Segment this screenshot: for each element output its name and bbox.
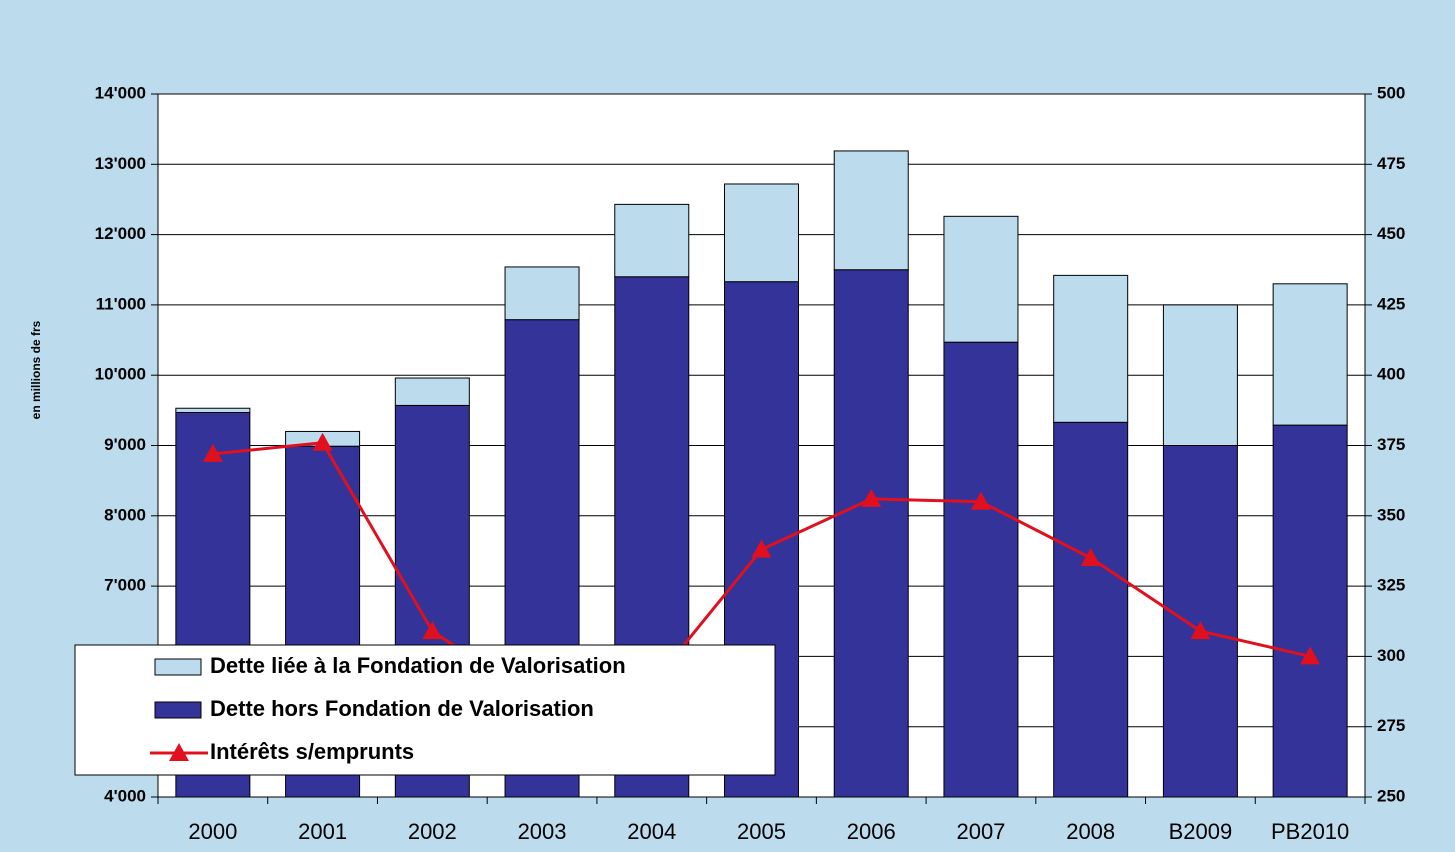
legend-swatch [154, 701, 202, 719]
line-marker [751, 539, 772, 558]
bar-segment [1272, 424, 1348, 798]
legend-swatch [154, 658, 202, 676]
y2-tick-label: 475 [1377, 154, 1405, 173]
x-tick-label: 2007 [956, 819, 1005, 844]
bar-segment [175, 407, 251, 413]
line-marker [1300, 646, 1321, 665]
bar-segment [1053, 421, 1129, 798]
y-tick-label: 10'000 [95, 365, 146, 384]
line-marker [861, 488, 882, 507]
x-tick-label: 2008 [1066, 819, 1115, 844]
x-tick-label: 2004 [627, 819, 676, 844]
legend-label: Intérêts s/emprunts [210, 739, 414, 764]
y-tick-label: 13'000 [95, 154, 146, 173]
y-tick-label: 8'000 [104, 505, 146, 524]
y2-tick-label: 250 [1377, 786, 1405, 805]
plot-frame [157, 93, 1366, 798]
x-tick-label: 2005 [737, 819, 786, 844]
line-marker [202, 443, 223, 462]
bar-segment [394, 377, 470, 406]
bar-segment [1272, 283, 1348, 426]
line-marker [1190, 621, 1211, 640]
legend-label: Dette hors Fondation de Valorisation [210, 696, 594, 721]
bar-segment [833, 150, 909, 271]
y2-tick-label: 425 [1377, 294, 1405, 313]
y2-tick-label: 375 [1377, 435, 1405, 454]
bar-segment [504, 266, 580, 321]
x-tick-label: 2002 [408, 819, 457, 844]
x-tick-label: 2003 [518, 819, 567, 844]
line-marker [422, 621, 443, 640]
y2-tick-label: 500 [1377, 83, 1405, 102]
y2-tick-label: 300 [1377, 646, 1405, 665]
bar-segment [614, 203, 690, 278]
bar-segment [1053, 274, 1129, 423]
y-tick-label: 14'000 [95, 83, 146, 102]
legend-label: Dette liée à la Fondation de Valorisatio… [210, 653, 626, 678]
x-tick-label: PB2010 [1271, 819, 1349, 844]
y-tick-label: 4'000 [104, 786, 146, 805]
x-tick-label: 2000 [188, 819, 237, 844]
legend-swatch [169, 743, 189, 761]
line-marker [970, 491, 991, 510]
line-marker [312, 432, 333, 451]
x-tick-label: 2001 [298, 819, 347, 844]
bar-segment [833, 269, 909, 798]
bar-segment [1162, 304, 1238, 446]
bar-segment [943, 341, 1019, 798]
y-axis-label: en millions de frs [29, 320, 43, 419]
y-tick-label: 11'000 [96, 294, 146, 313]
y-tick-label: 9'000 [104, 435, 146, 454]
y2-tick-label: 350 [1377, 505, 1405, 524]
line-marker [1080, 547, 1101, 566]
y2-tick-label: 275 [1377, 716, 1405, 735]
y-tick-label: 12'000 [95, 224, 146, 243]
x-tick-label: 2006 [847, 819, 896, 844]
y2-tick-label: 400 [1377, 365, 1405, 384]
y2-tick-label: 325 [1377, 576, 1405, 595]
bar-segment [943, 215, 1019, 343]
y-tick-label: 7'000 [104, 576, 146, 595]
x-tick-label: B2009 [1169, 819, 1233, 844]
bar-segment [724, 183, 799, 283]
y2-tick-label: 450 [1377, 224, 1405, 243]
